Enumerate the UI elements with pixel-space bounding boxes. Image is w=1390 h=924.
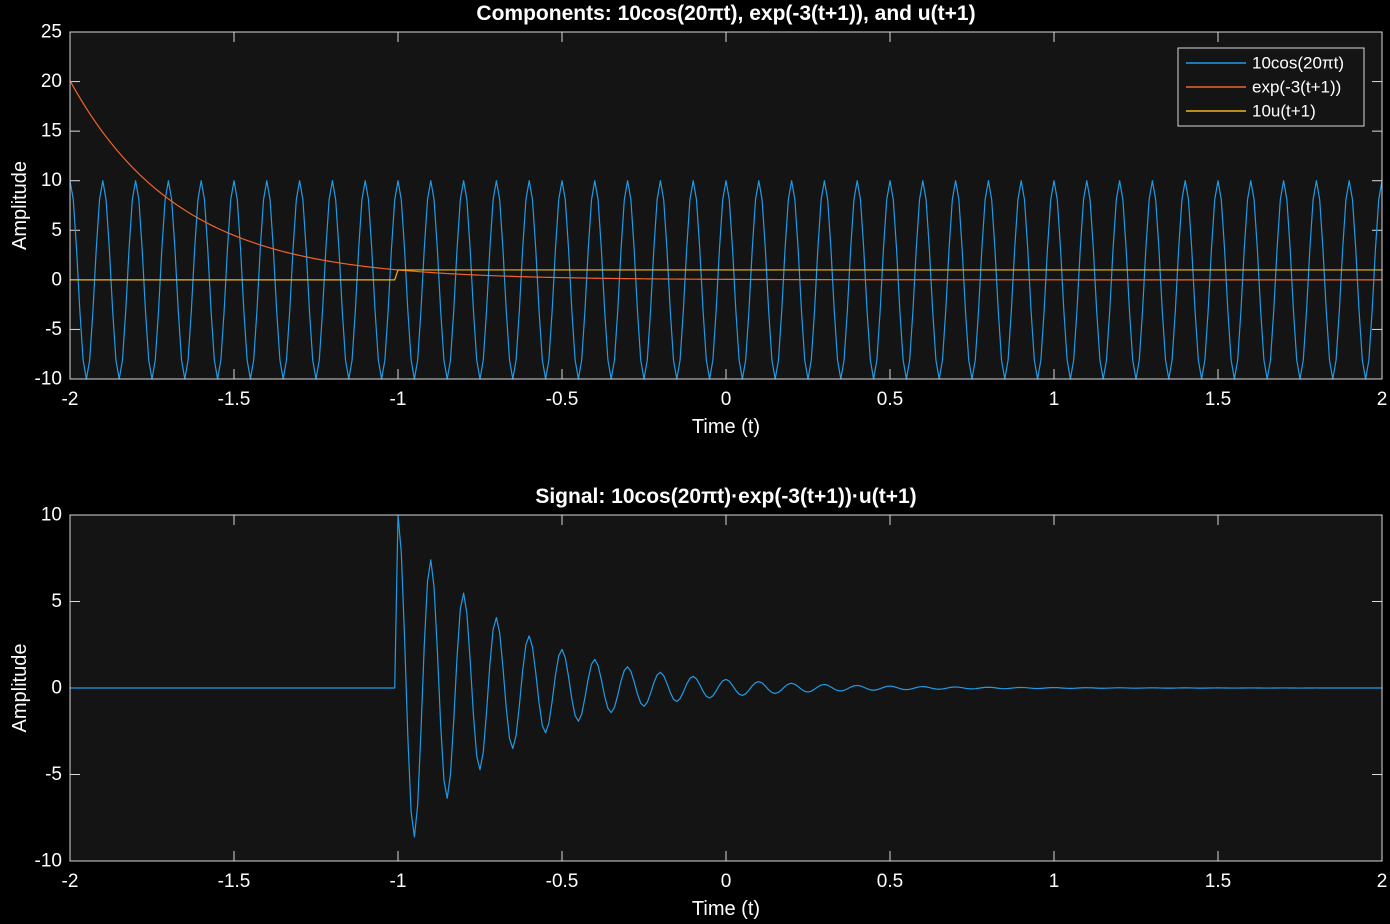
y-tick-label: -10 — [35, 369, 62, 390]
x-tick-label: 0.5 — [877, 389, 903, 410]
y-tick-label: 25 — [41, 22, 62, 43]
legend-label: 10u(t+1) — [1252, 102, 1316, 121]
y-tick-label: 10 — [41, 170, 62, 191]
components-plot: Components: 10cos(20πt), exp(-3(t+1)), a… — [9, 2, 1387, 438]
x-tick-label: -1 — [390, 389, 407, 410]
x-tick-label: 1.5 — [1205, 389, 1231, 410]
signal-axes-box — [69, 514, 1383, 862]
y-tick-label: 20 — [41, 71, 62, 92]
series-line-1 — [69, 80, 1382, 281]
series-line-0 — [69, 180, 1383, 380]
signal-y-axis-label: Amplitude — [9, 644, 31, 733]
x-tick-label: 2 — [1377, 871, 1388, 892]
x-tick-label: 1.5 — [1205, 871, 1231, 892]
x-tick-label: 1 — [1049, 389, 1060, 410]
components-axes-box — [69, 31, 1383, 380]
components-x-axis-label: Time (t) — [692, 416, 760, 438]
x-tick-label: 1 — [1049, 871, 1060, 892]
y-tick-label: 15 — [41, 121, 62, 142]
legend-label: exp(-3(t+1)) — [1252, 78, 1341, 97]
signal-plot: Signal: 10cos(20πt)·exp(-3(t+1))·u(t+1) … — [9, 485, 1387, 920]
x-tick-label: -1 — [390, 871, 407, 892]
signal-x-axis-label: Time (t) — [692, 898, 760, 920]
x-tick-label: 0 — [721, 389, 732, 410]
x-tick-label: -1.5 — [218, 871, 251, 892]
components-series — [69, 80, 1383, 380]
signal-title: Signal: 10cos(20πt)·exp(-3(t+1))·u(t+1) — [535, 485, 916, 508]
components-ticks: -2 -1.5 -1 -0.5 0 0.5 1 1.5 2 -10 -5 0 5 10 15 20 25 — [35, 22, 1388, 411]
x-tick-label: -2 — [62, 871, 79, 892]
x-tick-label: -0.5 — [546, 871, 579, 892]
x-tick-label: -1.5 — [218, 389, 251, 410]
y-tick-label: 5 — [51, 220, 62, 241]
x-tick-label: 0 — [721, 871, 732, 892]
x-tick-label: -0.5 — [546, 389, 579, 410]
y-tick-label: 10 — [41, 505, 62, 526]
y-tick-label: -5 — [45, 319, 62, 340]
components-y-axis-label: Amplitude — [9, 161, 31, 250]
x-tick-label: -2 — [62, 389, 79, 410]
series-line-0 — [70, 514, 1382, 838]
components-legend: 10cos(20πt) exp(-3(t+1)) 10u(t+1) — [1177, 47, 1365, 127]
y-tick-label: 5 — [51, 591, 62, 612]
y-tick-label: 0 — [51, 678, 62, 699]
series-line-2 — [70, 269, 1382, 281]
y-tick-label: 0 — [51, 269, 62, 290]
x-tick-label: 0.5 — [877, 871, 903, 892]
x-tick-label: 2 — [1377, 389, 1388, 410]
y-tick-label: -5 — [45, 764, 62, 785]
components-title: Components: 10cos(20πt), exp(-3(t+1)), a… — [476, 2, 975, 25]
signal-series — [70, 514, 1382, 838]
legend-label: 10cos(20πt) — [1252, 54, 1344, 73]
y-tick-label: -10 — [35, 851, 62, 872]
